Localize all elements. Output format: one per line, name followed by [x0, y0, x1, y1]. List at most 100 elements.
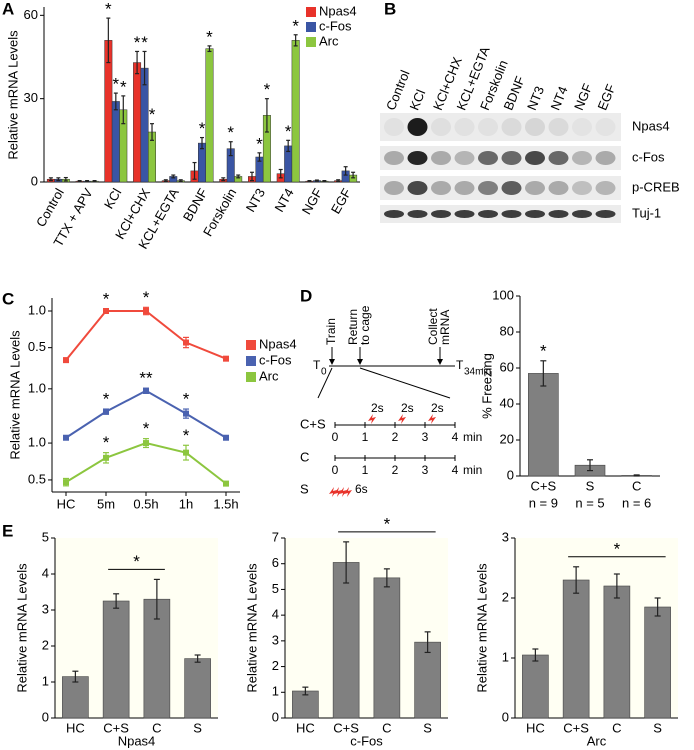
significance: * — [113, 75, 120, 94]
bar — [184, 658, 211, 719]
point — [63, 357, 69, 364]
blot-band — [431, 151, 451, 165]
y-tick-label: 3 — [42, 601, 49, 616]
x-tick-label: EGF — [328, 186, 354, 217]
blot-band — [407, 118, 428, 136]
point — [183, 410, 189, 417]
line — [65, 310, 227, 361]
bar — [291, 40, 300, 183]
legend-swatch — [246, 356, 256, 366]
x-tick-label: NT4 — [271, 186, 296, 215]
y-tick-label: 30 — [24, 90, 38, 105]
lane-label: NT4 — [548, 84, 571, 112]
blot-band — [384, 181, 404, 195]
time-sub: 0 — [321, 367, 327, 378]
lane-label: NGF — [571, 81, 595, 112]
condition-label: C — [300, 449, 309, 464]
protocol-tick-label: 4 — [452, 463, 459, 477]
y-tick-label: 2 — [42, 637, 49, 652]
bar — [102, 600, 130, 719]
protocol-tick-label: 0 — [332, 463, 339, 477]
y-tick-label: 1 — [502, 649, 509, 664]
legend-swatch — [306, 7, 316, 17]
point — [63, 479, 69, 486]
x-tick-label: HC — [526, 720, 545, 735]
shock-label: 2s — [431, 401, 444, 415]
y-tick-label: 60 — [24, 7, 38, 22]
significance: * — [103, 390, 110, 409]
y-tick-label: 3 — [272, 632, 279, 647]
y-axis-label: Relative mRNA Levels — [7, 330, 22, 460]
time-sub: 34min — [464, 367, 491, 378]
blot-band — [525, 151, 545, 165]
y-tick-label: 40 — [500, 395, 514, 410]
x-tick-label: HC — [57, 496, 76, 511]
significance: * — [292, 16, 299, 35]
bar — [111, 101, 120, 183]
shock — [334, 487, 342, 497]
point — [143, 440, 149, 447]
legend-label: Arc — [259, 368, 279, 383]
arrow-head — [357, 359, 363, 365]
legend-swatch — [306, 37, 316, 47]
condition-label: C+S — [300, 416, 326, 431]
y-tick-label: 0 — [31, 173, 38, 188]
y-tick-label: 0.5 — [28, 339, 46, 354]
legend-label: Npas4 — [319, 3, 357, 18]
point — [223, 434, 229, 441]
x-tick-label: HC — [296, 720, 315, 735]
x-tick-label: 1.5h — [213, 496, 238, 511]
panel-label: A — [2, 0, 14, 18]
y-axis-label: Relative mRNA Levels — [244, 563, 259, 693]
shock — [398, 414, 406, 424]
zoom-line — [317, 367, 333, 399]
bar — [562, 579, 590, 719]
x-tick-label: NGF — [299, 186, 326, 217]
unit-label: min — [463, 463, 482, 477]
y-tick-label: 4 — [272, 607, 279, 622]
point — [103, 308, 109, 314]
x-tick-label: 0.5h — [133, 496, 158, 511]
blot-band — [525, 210, 545, 218]
point — [63, 434, 69, 441]
blot-band — [454, 118, 475, 136]
y-tick-label: 2 — [502, 589, 509, 604]
legend-label: c-Fos — [259, 352, 292, 367]
blot-band — [525, 181, 545, 195]
x-tick-label: BDNF — [180, 186, 211, 224]
panel-label: E — [2, 521, 13, 540]
protocol-tick-label: 4 — [452, 430, 459, 444]
shock — [368, 414, 376, 424]
shock — [344, 487, 352, 497]
unit-label: min — [463, 430, 482, 444]
event-label: mRNA — [438, 310, 452, 345]
protocol-tick-label: 1 — [362, 430, 369, 444]
bar — [644, 606, 671, 719]
event-label: Return — [346, 309, 360, 345]
protocol-tick-label: 3 — [422, 430, 429, 444]
panel-label: C — [2, 289, 14, 308]
y-axis-label: % Freezing — [479, 353, 494, 419]
significance: * — [206, 27, 213, 46]
y-tick-label: 4 — [42, 565, 49, 580]
significance: * — [264, 80, 271, 99]
significance: * — [134, 33, 141, 52]
protocol-tick-label: 1 — [362, 463, 369, 477]
legend-label: c-Fos — [319, 18, 352, 33]
shock — [339, 487, 347, 497]
row-label: p-CREB — [632, 179, 680, 194]
x-tick-label: S — [423, 720, 432, 735]
row-label: Tuj-1 — [632, 205, 661, 220]
significance: * — [103, 433, 110, 452]
y-tick-label: 80 — [500, 323, 514, 338]
blot-band — [501, 118, 522, 136]
shock-label: 6s — [355, 482, 368, 496]
legend-swatch — [246, 372, 256, 382]
bar — [528, 373, 559, 477]
point — [143, 387, 149, 394]
y-tick-label: 5 — [42, 529, 49, 544]
y-tick-label: 1 — [42, 673, 49, 688]
bar — [62, 676, 89, 719]
blot-band — [572, 210, 592, 218]
